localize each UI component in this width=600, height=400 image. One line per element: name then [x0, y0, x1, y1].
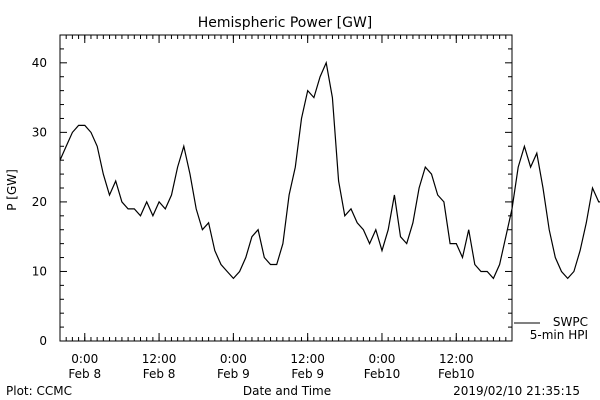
chart-title: Hemispheric Power [GW] — [198, 15, 373, 31]
x-tick-label-time: 0:00 — [220, 352, 247, 366]
y-axis-label: P [GW] — [5, 169, 19, 211]
x-tick-label-date: Feb10 — [364, 367, 401, 381]
x-tick-label-date: Feb 9 — [217, 367, 250, 381]
x-tick-label-time: 0:00 — [368, 352, 395, 366]
x-axis-label: Date and Time — [243, 384, 331, 398]
y-tick-label: 0 — [39, 334, 47, 348]
y-tick-label: 40 — [32, 56, 47, 70]
x-tick-label-date: Feb 8 — [68, 367, 101, 381]
series-line-hpi — [59, 60, 600, 280]
x-tick-label-date: Feb 9 — [291, 367, 324, 381]
x-tick-label-date: Feb 8 — [143, 367, 176, 381]
legend-label-line2: 5-min HPI — [530, 328, 588, 342]
y-tick-label: 10 — [32, 264, 47, 278]
y-tick-label: 20 — [32, 195, 47, 209]
x-tick-label-date: Feb10 — [438, 367, 475, 381]
x-tick-label-time: 12:00 — [142, 352, 177, 366]
legend-label-line1: SWPC — [553, 315, 588, 329]
plot-credit: Plot: CCMC — [6, 384, 72, 398]
x-tick-label-time: 12:00 — [439, 352, 474, 366]
plot-frame — [59, 34, 513, 342]
y-tick-label: 30 — [32, 125, 47, 139]
plot-timestamp: 2019/02/10 21:35:15 — [453, 384, 580, 398]
x-tick-label-time: 0:00 — [71, 352, 98, 366]
x-tick-label-time: 12:00 — [290, 352, 325, 366]
